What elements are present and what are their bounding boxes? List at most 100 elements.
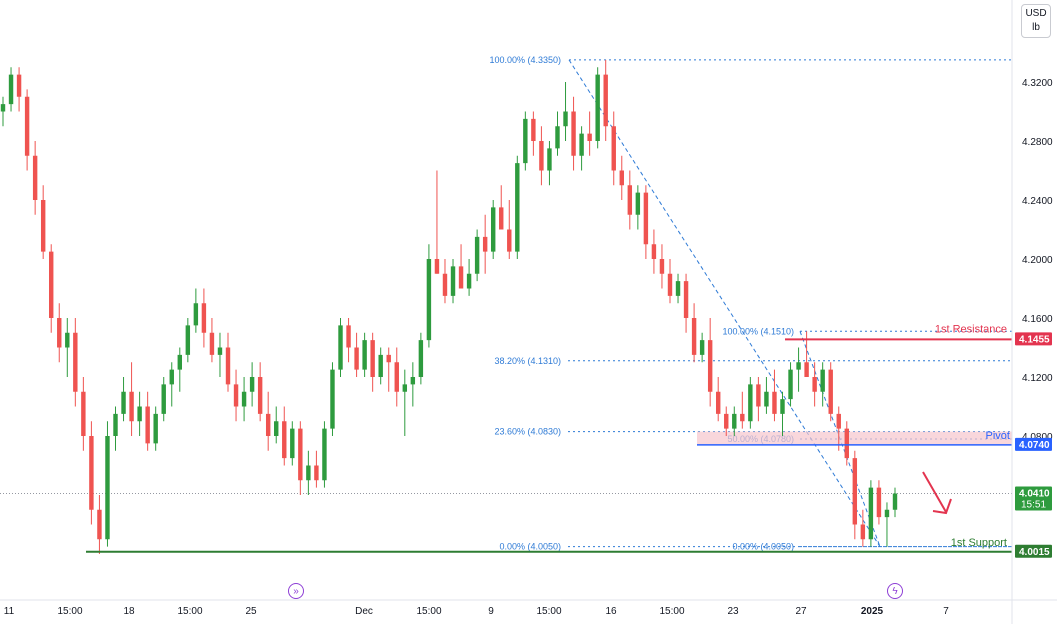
candle[interactable] xyxy=(394,347,399,407)
candle[interactable] xyxy=(185,318,191,363)
candle[interactable] xyxy=(523,111,528,171)
candle[interactable] xyxy=(756,377,761,422)
candle[interactable] xyxy=(563,82,568,141)
candle[interactable] xyxy=(587,111,592,156)
candle[interactable] xyxy=(651,229,657,274)
candle[interactable] xyxy=(555,111,560,156)
candle[interactable] xyxy=(217,332,223,377)
candle[interactable] xyxy=(241,377,247,422)
currency-unit-selector[interactable]: USD lb xyxy=(1021,4,1051,38)
candle[interactable] xyxy=(724,406,729,437)
candle[interactable] xyxy=(892,487,898,518)
candle[interactable] xyxy=(73,318,78,407)
candle[interactable] xyxy=(788,362,793,407)
candle[interactable] xyxy=(619,155,624,200)
candle[interactable] xyxy=(274,406,279,444)
candle[interactable] xyxy=(691,303,697,363)
candle[interactable] xyxy=(193,288,199,333)
replay-icon[interactable]: » xyxy=(288,583,304,599)
candle[interactable] xyxy=(884,502,890,547)
candle[interactable] xyxy=(611,111,616,186)
candle[interactable] xyxy=(322,421,327,488)
candle[interactable] xyxy=(161,377,166,422)
candle[interactable] xyxy=(442,259,448,304)
candle[interactable] xyxy=(595,67,600,149)
candle[interactable] xyxy=(683,273,689,333)
candle[interactable] xyxy=(434,170,440,274)
candle[interactable] xyxy=(121,377,126,422)
candle[interactable] xyxy=(346,318,351,363)
candle[interactable] xyxy=(225,332,231,392)
candle[interactable] xyxy=(740,391,745,429)
candle[interactable] xyxy=(780,391,785,436)
candle[interactable] xyxy=(828,362,833,422)
candle[interactable] xyxy=(643,185,649,259)
candle[interactable] xyxy=(370,332,375,392)
candle[interactable] xyxy=(715,377,721,422)
candle[interactable] xyxy=(24,89,30,171)
candle[interactable] xyxy=(772,369,777,422)
candle[interactable] xyxy=(659,244,665,289)
candle[interactable] xyxy=(852,450,858,540)
candle[interactable] xyxy=(129,362,134,436)
candle[interactable] xyxy=(306,450,311,495)
candle[interactable] xyxy=(177,347,183,392)
candle[interactable] xyxy=(81,377,86,451)
candle[interactable] xyxy=(201,288,207,348)
candle[interactable] xyxy=(466,259,472,296)
candle[interactable] xyxy=(0,96,6,127)
candle[interactable] xyxy=(16,67,22,112)
candle[interactable] xyxy=(868,480,874,547)
candle[interactable] xyxy=(627,170,633,230)
candle[interactable] xyxy=(402,369,408,436)
candle[interactable] xyxy=(378,347,383,385)
candle[interactable] xyxy=(748,377,753,429)
candle[interactable] xyxy=(257,362,263,422)
candle[interactable] xyxy=(820,362,825,407)
candle[interactable] xyxy=(290,421,295,466)
candle[interactable] xyxy=(539,126,544,186)
candle[interactable] xyxy=(298,421,303,495)
candle[interactable] xyxy=(265,391,271,451)
candle[interactable] xyxy=(474,229,480,282)
candle[interactable] xyxy=(796,347,801,392)
candle[interactable] xyxy=(860,509,866,547)
candle[interactable] xyxy=(844,421,849,466)
candle[interactable] xyxy=(499,185,504,230)
candle[interactable] xyxy=(450,259,456,304)
candle[interactable] xyxy=(515,155,520,259)
candle[interactable] xyxy=(732,406,737,437)
candle[interactable] xyxy=(137,391,142,436)
candle[interactable] xyxy=(249,362,255,407)
candle[interactable] xyxy=(507,200,512,259)
candle[interactable] xyxy=(812,362,817,407)
candle[interactable] xyxy=(338,318,343,377)
candle[interactable] xyxy=(707,318,713,407)
candle[interactable] xyxy=(836,406,841,451)
candle[interactable] xyxy=(490,200,496,259)
candle[interactable] xyxy=(105,421,110,547)
candle[interactable] xyxy=(40,185,46,259)
candle[interactable] xyxy=(8,67,14,112)
candle[interactable] xyxy=(531,111,536,156)
candle[interactable] xyxy=(386,347,391,392)
candle[interactable] xyxy=(233,369,239,422)
candle[interactable] xyxy=(410,362,416,407)
candle[interactable] xyxy=(699,332,705,363)
candle[interactable] xyxy=(579,126,584,171)
candle[interactable] xyxy=(153,406,158,451)
candle[interactable] xyxy=(603,59,608,141)
candle[interactable] xyxy=(571,96,576,171)
candle[interactable] xyxy=(635,185,641,230)
lightning-icon[interactable]: ϟ xyxy=(887,583,903,599)
candle[interactable] xyxy=(49,244,54,333)
candle[interactable] xyxy=(418,332,424,385)
candle[interactable] xyxy=(145,391,150,451)
candle[interactable] xyxy=(482,214,488,274)
candle[interactable] xyxy=(764,377,769,414)
candle[interactable] xyxy=(169,362,174,407)
candle[interactable] xyxy=(330,362,335,436)
candle[interactable] xyxy=(426,244,432,348)
candle[interactable] xyxy=(209,318,215,363)
